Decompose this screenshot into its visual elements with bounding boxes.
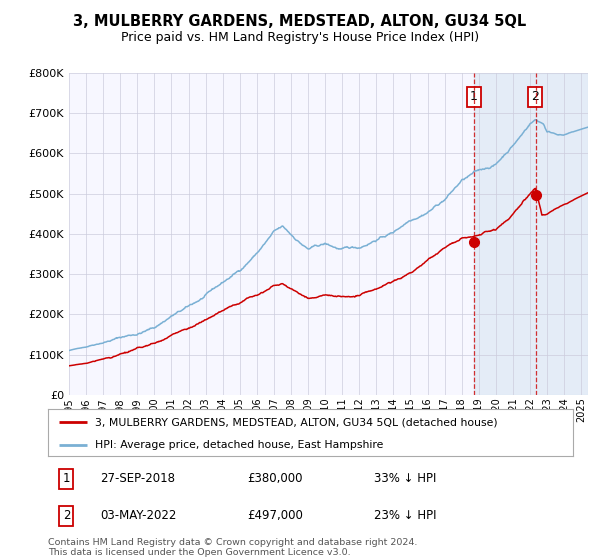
Text: 1: 1	[62, 472, 70, 486]
Text: HPI: Average price, detached house, East Hampshire: HPI: Average price, detached house, East…	[95, 440, 383, 450]
Text: £497,000: £497,000	[248, 510, 304, 522]
Text: 27-SEP-2018: 27-SEP-2018	[101, 472, 176, 486]
Text: £380,000: £380,000	[248, 472, 303, 486]
Text: Contains HM Land Registry data © Crown copyright and database right 2024.
This d: Contains HM Land Registry data © Crown c…	[48, 538, 418, 557]
Text: 23% ↓ HPI: 23% ↓ HPI	[373, 510, 436, 522]
Text: 3, MULBERRY GARDENS, MEDSTEAD, ALTON, GU34 5QL (detached house): 3, MULBERRY GARDENS, MEDSTEAD, ALTON, GU…	[95, 417, 498, 427]
Bar	[475, 73, 588, 395]
Text: 2: 2	[531, 91, 539, 104]
Text: 03-MAY-2022: 03-MAY-2022	[101, 510, 177, 522]
Text: 3, MULBERRY GARDENS, MEDSTEAD, ALTON, GU34 5QL: 3, MULBERRY GARDENS, MEDSTEAD, ALTON, GU…	[73, 14, 527, 29]
Text: 2: 2	[62, 510, 70, 522]
Text: 1: 1	[470, 91, 478, 104]
Text: 33% ↓ HPI: 33% ↓ HPI	[373, 472, 436, 486]
Text: Price paid vs. HM Land Registry's House Price Index (HPI): Price paid vs. HM Land Registry's House …	[121, 31, 479, 44]
